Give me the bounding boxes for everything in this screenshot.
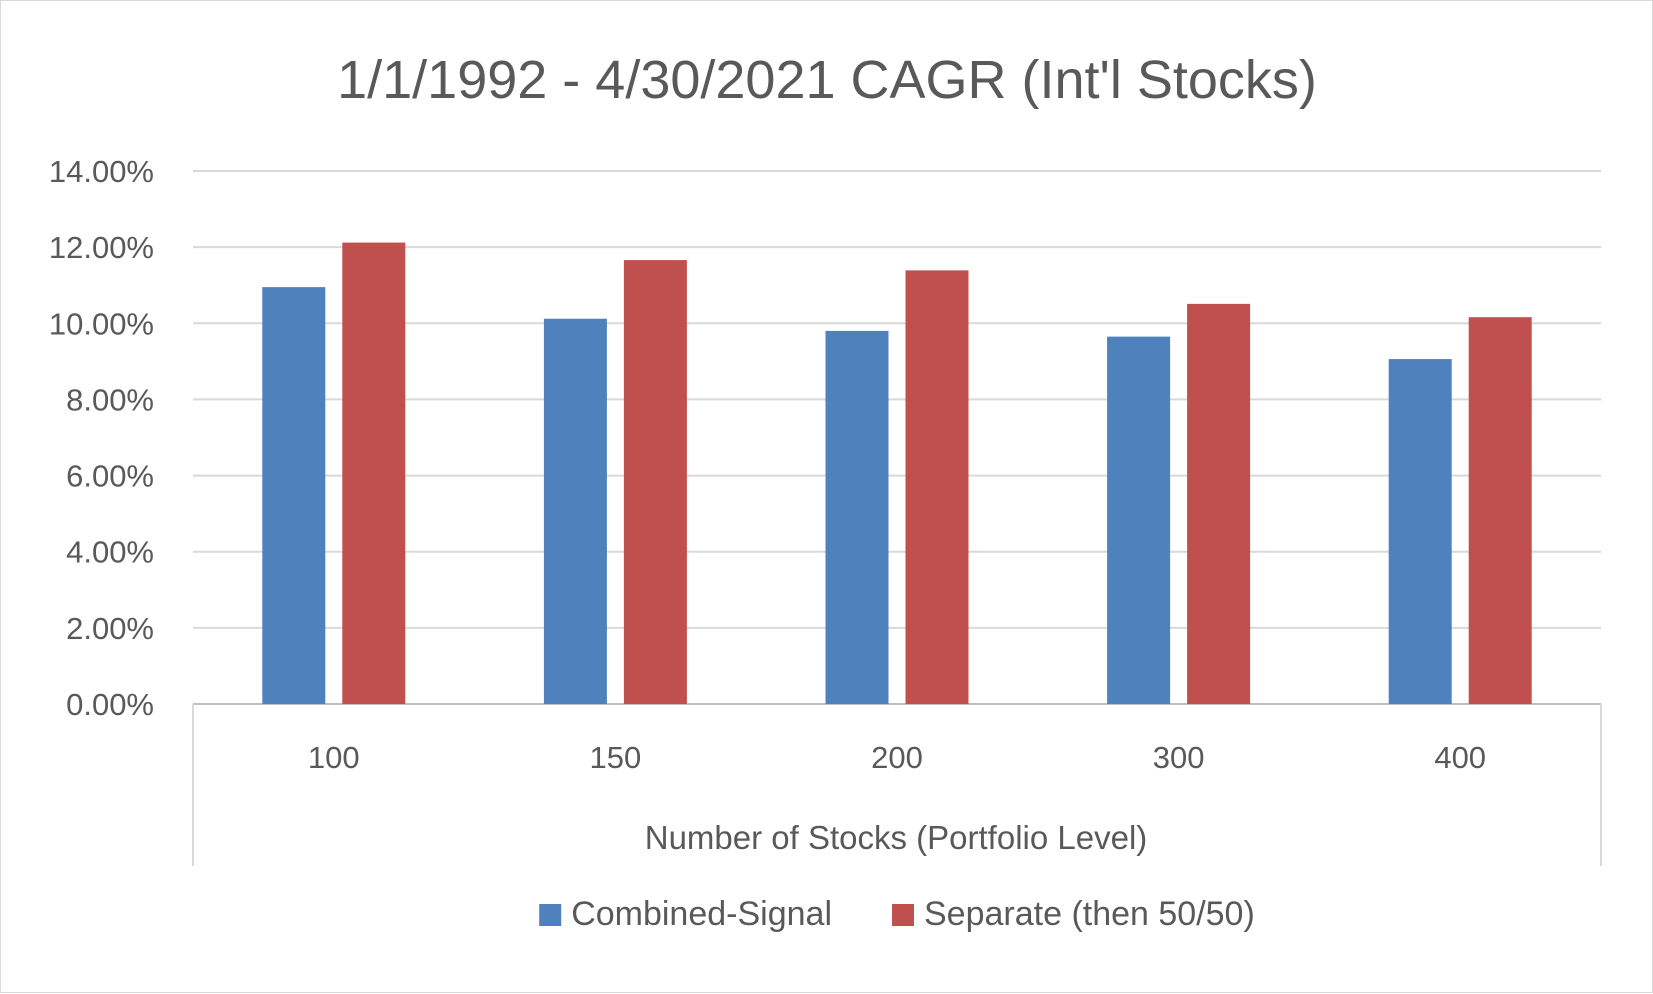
bar-combined-signal-150 xyxy=(543,318,607,704)
legend-swatch xyxy=(892,904,915,926)
y-tick-label: 6.00% xyxy=(66,459,154,494)
y-tick-label: 4.00% xyxy=(66,535,154,570)
y-tick-label: 0.00% xyxy=(66,687,154,722)
y-tick-label: 14.00% xyxy=(49,154,154,189)
bar-separate-then-50-50-200 xyxy=(905,270,969,704)
x-tick-label: 400 xyxy=(1434,740,1486,775)
y-tick-label: 12.00% xyxy=(49,230,154,265)
x-tick-label: 300 xyxy=(1153,740,1205,775)
x-axis: 100 150 200 300 400 xyxy=(192,704,1602,866)
legend-label: Separate (then 50/50) xyxy=(924,895,1255,933)
y-tick-label: 8.00% xyxy=(66,382,154,417)
y-axis-ticks: 0.00% 2.00% 4.00% 6.00% 8.00% 10.00% 12.00% 14.… xyxy=(49,154,154,722)
gridlines xyxy=(193,170,1601,705)
bars xyxy=(262,242,1532,704)
y-tick-label: 10.00% xyxy=(49,306,154,341)
legend-item: Separate (then 50/50) xyxy=(892,895,1255,933)
legend-label: Combined-Signal xyxy=(571,895,832,933)
bar-combined-signal-400 xyxy=(1388,359,1452,704)
bar-combined-signal-300 xyxy=(1107,336,1171,704)
x-axis-title: Number of Stocks (Portfolio Level) xyxy=(645,819,1148,856)
bar-separate-then-50-50-400 xyxy=(1468,317,1532,704)
x-tick-label: 200 xyxy=(871,740,923,775)
bar-separate-then-50-50-300 xyxy=(1187,303,1251,704)
legend-item: Combined-Signal xyxy=(539,895,832,933)
bar-combined-signal-100 xyxy=(262,287,326,704)
bar-combined-signal-200 xyxy=(825,330,889,704)
legend: Combined-Signal Separate (then 50/50) xyxy=(539,895,1255,933)
legend-swatch xyxy=(539,904,562,926)
x-tick-label: 100 xyxy=(308,740,360,775)
bar-separate-then-50-50-100 xyxy=(342,242,406,704)
chart-title: 1/1/1992 - 4/30/2021 CAGR (Int'l Stocks) xyxy=(337,50,1317,110)
y-tick-label: 2.00% xyxy=(66,611,154,646)
bar-separate-then-50-50-150 xyxy=(623,260,687,704)
x-tick-label: 150 xyxy=(590,740,642,775)
